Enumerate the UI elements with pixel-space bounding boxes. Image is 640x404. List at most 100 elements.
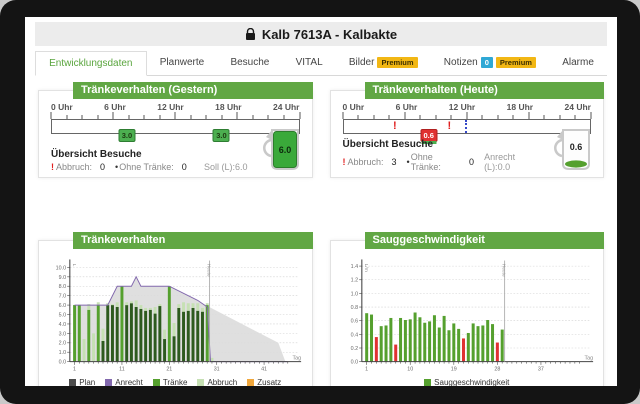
hour-label: 24 Uhr	[564, 102, 591, 112]
tab-bilder[interactable]: Bilder Premium	[336, 50, 431, 75]
bar-traenke	[96, 305, 100, 362]
page-title: Kalb 7613A - Kalbakte	[261, 26, 398, 42]
hour-label: 18 Uhr	[506, 102, 534, 112]
legend-item: Plan	[69, 378, 95, 386]
timeline-hour-labels: 0 Uhr 6 Uhr 12 Uhr 18 Uhr 24 Uhr	[343, 102, 592, 112]
bar-abbruch	[87, 304, 91, 310]
panel-traenkeverhalten-gestern: Tränkeverhalten (Gestern) 0 Uhr 6 Uhr 12 U…	[38, 82, 313, 178]
drink-marker: 3.0	[212, 129, 230, 142]
x-tick-label: 1	[365, 366, 368, 372]
timeline-bar: 3.0 3.0	[51, 119, 300, 142]
tab-entwicklungsdaten[interactable]: Entwicklungsdaten	[35, 51, 147, 76]
chart-canvas: 0.0 0.2 0.4 0.6 0.8 1.0 1.2 1.4 1 10 19 28 37 Tag L/m H…	[350, 259, 593, 372]
bullet-icon: •	[115, 162, 119, 172]
bar-traenke	[87, 309, 91, 362]
jug-handle	[554, 138, 563, 158]
chart-title: Tränkeverhalten	[73, 232, 313, 249]
bar-traenke	[201, 311, 204, 362]
bar-sauggeschwindigkeit	[393, 344, 397, 362]
bar-sauggeschwindigkeit	[476, 326, 480, 362]
hour-label: 12 Uhr	[448, 102, 476, 112]
timeline-bar: !! 0.6	[342, 119, 591, 144]
x-tick-label: 21	[166, 366, 172, 372]
bar-abbruch	[139, 305, 143, 309]
bar-sauggeschwindigkeit	[364, 313, 368, 362]
bar-sauggeschwindigkeit	[408, 319, 412, 362]
tab-planwerte[interactable]: Planwerte	[147, 50, 218, 75]
bar-sauggeschwindigkeit	[466, 332, 470, 362]
timeline-gestern: 0 Uhr 6 Uhr 12 Uhr 18 Uhr 24 Uhr 3.0 3.0	[50, 102, 300, 142]
tick-mark	[528, 112, 530, 119]
ohne-traenke-label: Ohne Tränke:	[410, 152, 441, 172]
tick-mark	[112, 112, 114, 119]
tab-besuche[interactable]: Besuche	[217, 50, 282, 75]
bar-traenke	[73, 305, 77, 362]
bar-traenke	[101, 340, 105, 362]
tab-label: Notizen	[443, 57, 478, 68]
timeline-heute: 0 Uhr 6 Uhr 12 Uhr 18 Uhr 24 Uhr!! 0.6	[342, 102, 592, 144]
legend-item: Abbruch	[197, 378, 237, 386]
tab-alarme[interactable]: Alarme	[549, 50, 607, 75]
bar-abbruch	[144, 307, 148, 311]
legend-swatch	[152, 379, 160, 386]
measuring-jug-icon: 0.6	[554, 129, 590, 170]
bar-abbruch	[82, 339, 86, 362]
tick-mark	[342, 112, 343, 119]
dashboard-grid: Tränkeverhalten (Gestern) 0 Uhr 6 Uhr 12 U…	[38, 82, 604, 386]
legend-swatch	[424, 379, 432, 386]
bar-abbruch	[210, 357, 214, 362]
chart-canvas: 0.01.02.03.04.05.06.07.08.09.010.01 11 21 3…	[56, 259, 301, 372]
y-axis-label: L/m	[363, 264, 369, 272]
tab-label: Entwicklungsdaten	[49, 58, 133, 69]
bar-sauggeschwindigkeit	[384, 325, 388, 362]
bar-traenke	[111, 305, 114, 362]
y-tick-label: 0.6	[350, 319, 357, 325]
ohne-traenke-value: 0	[469, 157, 475, 167]
bar-traenke	[158, 306, 162, 362]
bar-sauggeschwindigkeit	[442, 315, 446, 362]
y-axis-label: L	[71, 264, 77, 267]
panel-header-heute: Tränkeverhalten (Heute)	[364, 82, 604, 99]
bar-traenke	[191, 307, 195, 362]
tick-mark	[128, 115, 130, 119]
x-tick-label: 19	[450, 366, 456, 372]
panel-header-gestern: Tränkeverhalten (Gestern)	[73, 82, 313, 99]
timeline-ticks	[50, 112, 300, 119]
tick-mark	[497, 115, 499, 119]
drink-marker: 0.6	[420, 129, 438, 144]
hour-label: 24 Uhr	[273, 102, 300, 112]
bar-sauggeschwindigkeit	[369, 314, 373, 362]
tick-mark	[590, 112, 592, 119]
jug-handle	[262, 138, 271, 158]
tab-vital[interactable]: VITAL	[282, 50, 335, 75]
tick-mark	[559, 115, 561, 119]
titlebar: Kalb 7613A - Kalbakte	[35, 22, 607, 46]
tick-mark	[205, 115, 207, 119]
y-tick-label: 1.0	[350, 291, 357, 297]
tick-mark	[236, 112, 238, 119]
bar-traenke	[148, 309, 152, 362]
tick-mark	[450, 115, 452, 119]
bar-traenke	[77, 305, 81, 362]
chart-sauggeschwindigkeit: 0.0 0.2 0.4 0.6 0.8 1.0 1.2 1.4 1 10 19 28 37 Tag L/m H…	[336, 253, 599, 378]
legend-label: Abbruch	[207, 378, 238, 386]
bar-sauggeschwindigkeit	[461, 338, 465, 362]
bar-abbruch	[158, 304, 162, 307]
measuring-jug-icon: 6.0	[262, 129, 299, 170]
bar-sauggeschwindigkeit	[417, 317, 421, 362]
legend-swatch	[247, 379, 255, 386]
tab-notizen[interactable]: Notizen 0 Premium	[431, 50, 549, 75]
tick-mark	[221, 115, 223, 119]
bar-traenke	[167, 286, 171, 362]
drink-marker: 3.0	[118, 129, 136, 142]
lock-icon	[245, 27, 255, 40]
marker-value: 3.0	[216, 131, 227, 140]
ohne-traenke-label: Ohne Tränke:	[119, 162, 174, 172]
jug-value: 0.6	[570, 142, 583, 152]
bar-traenke	[196, 310, 200, 362]
hour-label: 12 Uhr	[157, 102, 184, 112]
alert-icon: !	[393, 120, 397, 132]
x-tick-label: 37	[537, 366, 543, 372]
app-window: Kalb 7613A - Kalbakte Entwicklungsdaten P…	[25, 17, 617, 386]
